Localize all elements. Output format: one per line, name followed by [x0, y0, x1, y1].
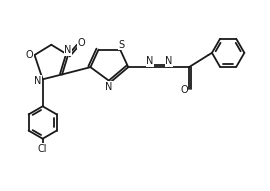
- Text: N: N: [34, 76, 42, 86]
- Text: Cl: Cl: [38, 144, 48, 154]
- Text: N: N: [105, 82, 112, 92]
- Text: N: N: [165, 56, 173, 66]
- Text: N: N: [146, 56, 154, 66]
- Text: S: S: [119, 40, 124, 50]
- Text: O: O: [26, 50, 33, 60]
- Text: O: O: [77, 38, 85, 48]
- Text: O: O: [180, 85, 188, 95]
- Text: N: N: [64, 45, 72, 55]
